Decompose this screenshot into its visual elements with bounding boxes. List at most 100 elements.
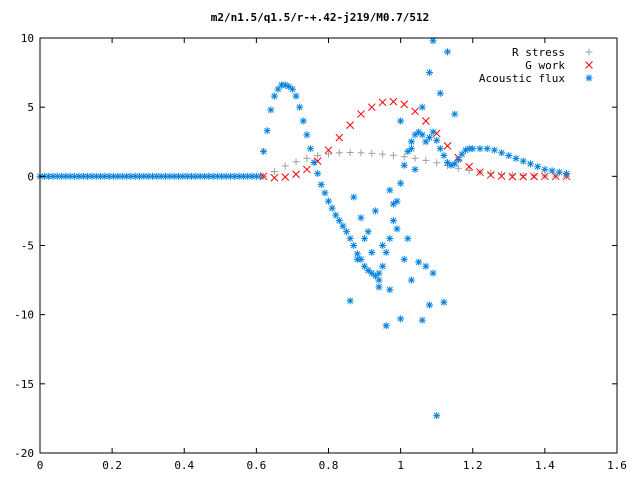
series-2-point (335, 217, 343, 225)
series-2-point (288, 85, 296, 93)
acoustic-flux-point (58, 172, 66, 180)
series-2-point (563, 170, 571, 178)
series-1-point (476, 168, 484, 177)
series-2-point (541, 165, 549, 173)
series-2-point (310, 159, 318, 166)
series-2-point (397, 315, 405, 323)
series-2-point (411, 131, 419, 139)
series-2-point (407, 138, 415, 146)
series-0-point (368, 149, 376, 157)
series-1-point (400, 100, 409, 109)
series-1-point (508, 172, 517, 181)
series-2-point (400, 255, 408, 263)
series-2-point (296, 103, 304, 111)
series-2-point (397, 179, 405, 187)
y-tick-label: -15 (14, 378, 34, 391)
x-tick-label: 1.2 (463, 459, 483, 472)
series-2-point (317, 181, 325, 189)
series-2-point (285, 82, 293, 90)
series-2-point (512, 154, 520, 162)
series-2-point (483, 145, 491, 153)
series-2-point (469, 145, 477, 153)
series-1-point (335, 133, 344, 142)
series-2-point (407, 276, 415, 284)
series-2-point (418, 131, 426, 139)
series-2-point (476, 145, 484, 153)
series-2-point (526, 160, 534, 168)
series-2-point (368, 248, 376, 256)
series-2-point (454, 156, 462, 164)
series-1-point (443, 142, 452, 150)
x-tick-label: 0.6 (246, 459, 266, 472)
series-2-point (260, 147, 268, 155)
series-2-point (267, 106, 275, 114)
series-1-point (292, 170, 300, 179)
series-0-point (422, 156, 430, 164)
series-2-point (436, 89, 444, 97)
series-2-point (386, 235, 394, 243)
series-2-point (314, 170, 322, 178)
y-tick-label: 0 (27, 170, 34, 183)
series-2-point (263, 127, 271, 135)
plot-frame (39, 37, 618, 454)
series-2-point (389, 200, 397, 208)
series-1-point (411, 107, 419, 116)
chart-title: m2/n1.5/q1.5/r-+.42-j219/M0.7/512 (211, 11, 430, 24)
legend-marker (585, 48, 593, 56)
series-2-point (332, 211, 340, 219)
legend-marker (585, 74, 593, 82)
legend-marker (585, 61, 593, 69)
series-1-point (324, 146, 333, 154)
x-tick-label: 1.4 (535, 459, 555, 472)
series-2-point (519, 157, 527, 165)
series-1-point (389, 97, 398, 106)
series-2-point (440, 298, 448, 306)
y-tick-label: -5 (21, 240, 34, 253)
series-2-point (343, 228, 351, 236)
series-1-point (303, 165, 311, 174)
series-0-point (454, 164, 462, 172)
acoustic-flux-point (161, 172, 169, 180)
series-2-point (433, 412, 441, 420)
series-1-point (541, 172, 549, 181)
series-1-point (367, 103, 376, 112)
series-0-point (314, 152, 322, 160)
series-2-point (270, 92, 278, 100)
series-2-point (328, 204, 336, 212)
series-2-point (357, 214, 365, 222)
acoustic-flux-point (88, 172, 96, 180)
series-1-point (259, 172, 268, 181)
series-2-point (325, 197, 332, 205)
series-2-point (400, 161, 408, 169)
series-0-point (519, 172, 527, 180)
series-0-point (335, 149, 343, 157)
series-2-point (411, 165, 419, 173)
series-1-point (281, 173, 290, 181)
acoustic-flux-point (174, 172, 182, 180)
acoustic-flux-point (205, 172, 213, 180)
series-1-point (346, 121, 354, 130)
series-2-point (321, 189, 329, 197)
series-2-point (346, 297, 354, 305)
series-2-point (422, 262, 430, 270)
series-2-point (444, 48, 452, 56)
series-2-point (425, 69, 433, 77)
series-0-point (281, 162, 289, 170)
series-2-point (498, 149, 506, 157)
series-2-point (371, 207, 379, 215)
series-2-point (364, 266, 372, 274)
series-2-point (404, 147, 412, 155)
series-2-point (364, 228, 372, 236)
series-1-point (497, 172, 506, 180)
acoustic-flux-point (239, 172, 247, 180)
acoustic-flux-point (226, 172, 234, 180)
y-tick-label: 5 (27, 101, 34, 114)
series-0 (260, 149, 571, 180)
y-tick-label: 10 (21, 32, 34, 45)
series-2-point (386, 186, 394, 194)
series-0-point (292, 158, 300, 166)
series-2-point (389, 217, 397, 225)
series-2-point (418, 103, 426, 111)
x-tick-label: 0.8 (319, 459, 339, 472)
ticks-layer: 0 0.2 0.4 0.6 0.8 1 1.2 1.4 1.6 10 5 0 -5 -10 -15 -20 (14, 32, 627, 472)
